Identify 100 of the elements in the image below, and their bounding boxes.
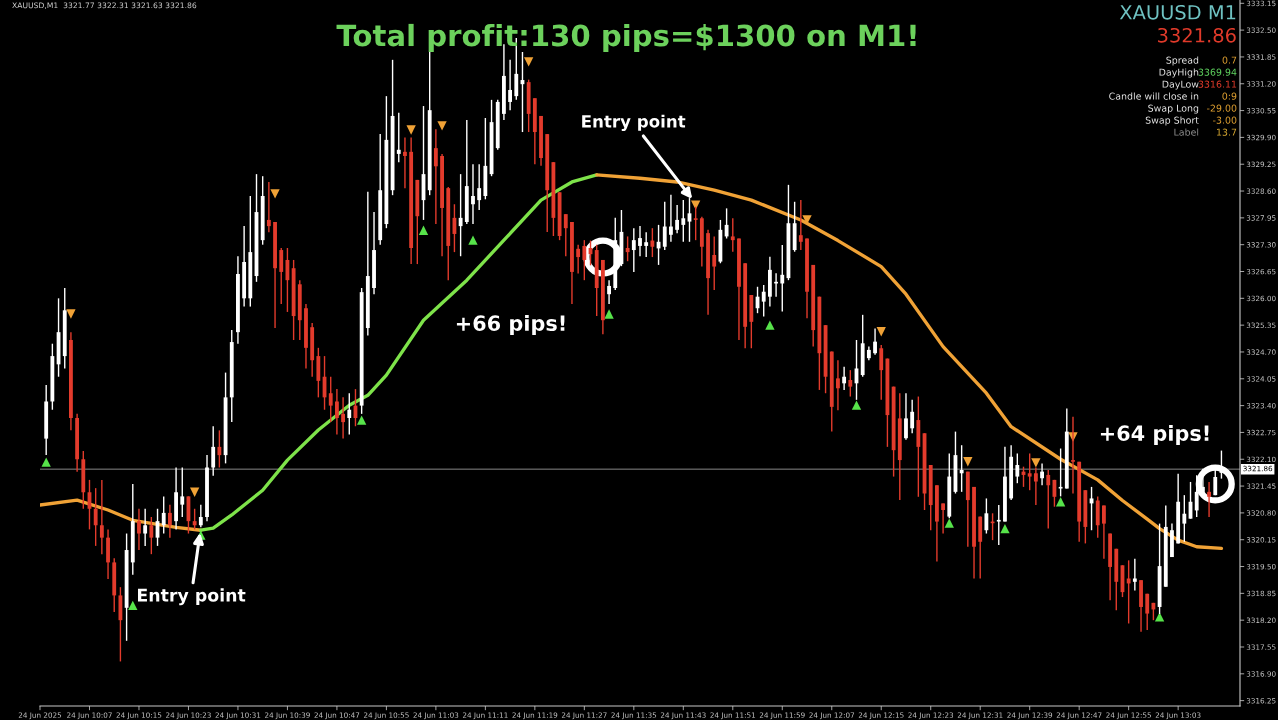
candlestick [471, 163, 475, 225]
annotation: +64 pips! [1100, 424, 1209, 446]
candlestick [1145, 593, 1150, 631]
candlestick [1194, 474, 1199, 518]
candlestick [996, 504, 1001, 546]
candlestick [669, 194, 673, 243]
annotation: Swap Short [1145, 116, 1199, 126]
point [270, 189, 280, 199]
candlestick [607, 279, 611, 305]
candlestick [1058, 447, 1063, 498]
candlestick [675, 204, 680, 234]
candlestick [161, 495, 166, 535]
candlestick [1102, 504, 1106, 560]
candlestick [403, 136, 407, 189]
candlestick [1126, 559, 1131, 625]
annotation: 0:9 [1222, 92, 1237, 100]
candlestick [879, 344, 884, 401]
candlestick [959, 444, 964, 493]
annotation: +66 pips! [456, 314, 565, 336]
candlestick [1027, 452, 1032, 491]
candlestick [625, 235, 630, 262]
annotation: 3321.86 [1158, 27, 1236, 43]
line-series [595, 173, 1224, 551]
point [963, 457, 973, 467]
candlestick [582, 239, 587, 281]
candlestick [780, 244, 785, 313]
annotation: 3369.94 [1198, 68, 1237, 76]
candlestick [1046, 469, 1051, 530]
candlestick [477, 163, 482, 211]
candlestick [93, 487, 98, 547]
annotation: Label [1174, 128, 1199, 136]
point [41, 457, 51, 467]
candlestick [631, 227, 636, 273]
candlestick [334, 388, 339, 436]
point [418, 225, 429, 235]
point [189, 487, 200, 497]
candlestick [984, 497, 989, 535]
annotation: Swap Long [1148, 104, 1199, 114]
candlestick [279, 247, 284, 305]
candlestick [99, 479, 104, 555]
candlestick [904, 392, 908, 441]
candlestick [1040, 462, 1044, 486]
candlestick [848, 369, 853, 398]
candlestick [266, 181, 271, 234]
candlestick [137, 508, 141, 551]
text: Total profit:130 pips=$1300 on M1! [336, 23, 916, 53]
annotation: -3.00 [1213, 116, 1237, 124]
point [944, 518, 954, 528]
point [765, 320, 775, 330]
candlestick [217, 429, 222, 469]
annotation: Candle will close in [1109, 92, 1199, 100]
candlestick [650, 227, 655, 258]
point [1055, 497, 1066, 507]
point [128, 600, 138, 610]
annotation: 3316.11 [1198, 80, 1237, 88]
point [468, 235, 478, 245]
candlestick [192, 508, 197, 531]
candlestick [798, 199, 803, 251]
candlestick [1015, 452, 1020, 484]
point [524, 57, 534, 67]
candlestick [347, 392, 352, 436]
candlestick [458, 173, 463, 257]
candlestick [638, 225, 642, 257]
candlestick [873, 327, 877, 356]
point [851, 400, 862, 410]
annotation: Spread [1166, 56, 1199, 66]
candlestick [180, 466, 185, 518]
candlestick [563, 213, 568, 257]
candlestick [712, 235, 717, 291]
candlestick [910, 399, 915, 434]
annotation: DayLow [1162, 80, 1199, 90]
candlestick [508, 59, 513, 111]
candlestick [941, 502, 946, 535]
candlestick [836, 359, 840, 411]
candlestick [681, 199, 686, 243]
candlestick [693, 206, 698, 241]
point [356, 415, 367, 425]
candlestick [167, 503, 172, 539]
annotation: DayHigh [1159, 68, 1199, 78]
candlestick [1213, 468, 1218, 496]
candlestick [644, 231, 649, 258]
point [604, 309, 614, 319]
annotation: 13.7 [1217, 128, 1237, 136]
candlestick [328, 376, 333, 423]
candlestick [576, 243, 581, 275]
candlestick [198, 503, 203, 529]
point [691, 200, 701, 210]
point [1154, 612, 1165, 622]
candlestick [1207, 481, 1211, 518]
candlestick [1182, 494, 1187, 543]
point [1000, 523, 1010, 534]
candlestick [433, 128, 438, 225]
point [66, 309, 76, 319]
annotation: Entry point [138, 588, 246, 606]
candlestick [341, 396, 346, 440]
annotation: -29.00 [1207, 104, 1237, 112]
candlestick [143, 508, 148, 547]
candlestick [662, 201, 667, 251]
candlestick [724, 207, 729, 240]
annotation: 0.7 [1222, 56, 1237, 64]
